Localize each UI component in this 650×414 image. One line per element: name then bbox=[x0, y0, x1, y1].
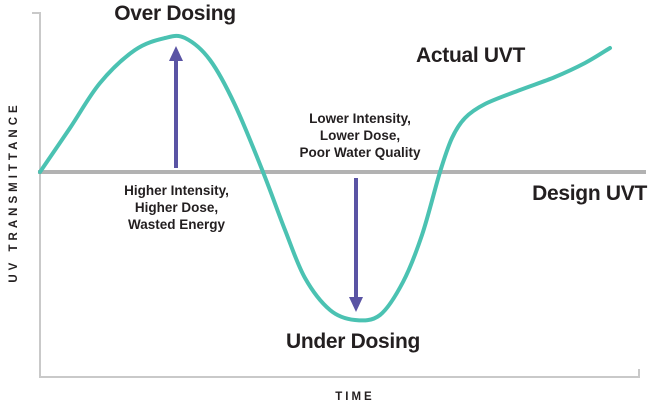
actual-uvt-curve bbox=[38, 33, 612, 323]
higher-intensity-annotation: Higher Intensity, Higher Dose, Wasted En… bbox=[124, 183, 229, 232]
over-dosing-label: Over Dosing bbox=[114, 2, 236, 25]
actual-uvt-label: Actual UVT bbox=[416, 44, 526, 67]
over-dosing-arrow bbox=[169, 46, 183, 168]
x-axis-label: TIME bbox=[335, 391, 375, 403]
y-axis-end-tick bbox=[32, 12, 41, 14]
x-axis bbox=[39, 376, 640, 378]
y-axis bbox=[39, 12, 41, 378]
design-uvt-label: Design UVT bbox=[532, 182, 647, 205]
lower-intensity-annotation: Lower Intensity, Lower Dose, Poor Water … bbox=[299, 111, 421, 160]
under-dosing-label: Under Dosing bbox=[285, 330, 421, 353]
under-dosing-arrow bbox=[349, 178, 363, 312]
design-uvt-line bbox=[38, 170, 646, 174]
y-axis-label: UV TRANSMITTANCE bbox=[8, 101, 20, 283]
x-axis-end-tick bbox=[638, 369, 640, 378]
